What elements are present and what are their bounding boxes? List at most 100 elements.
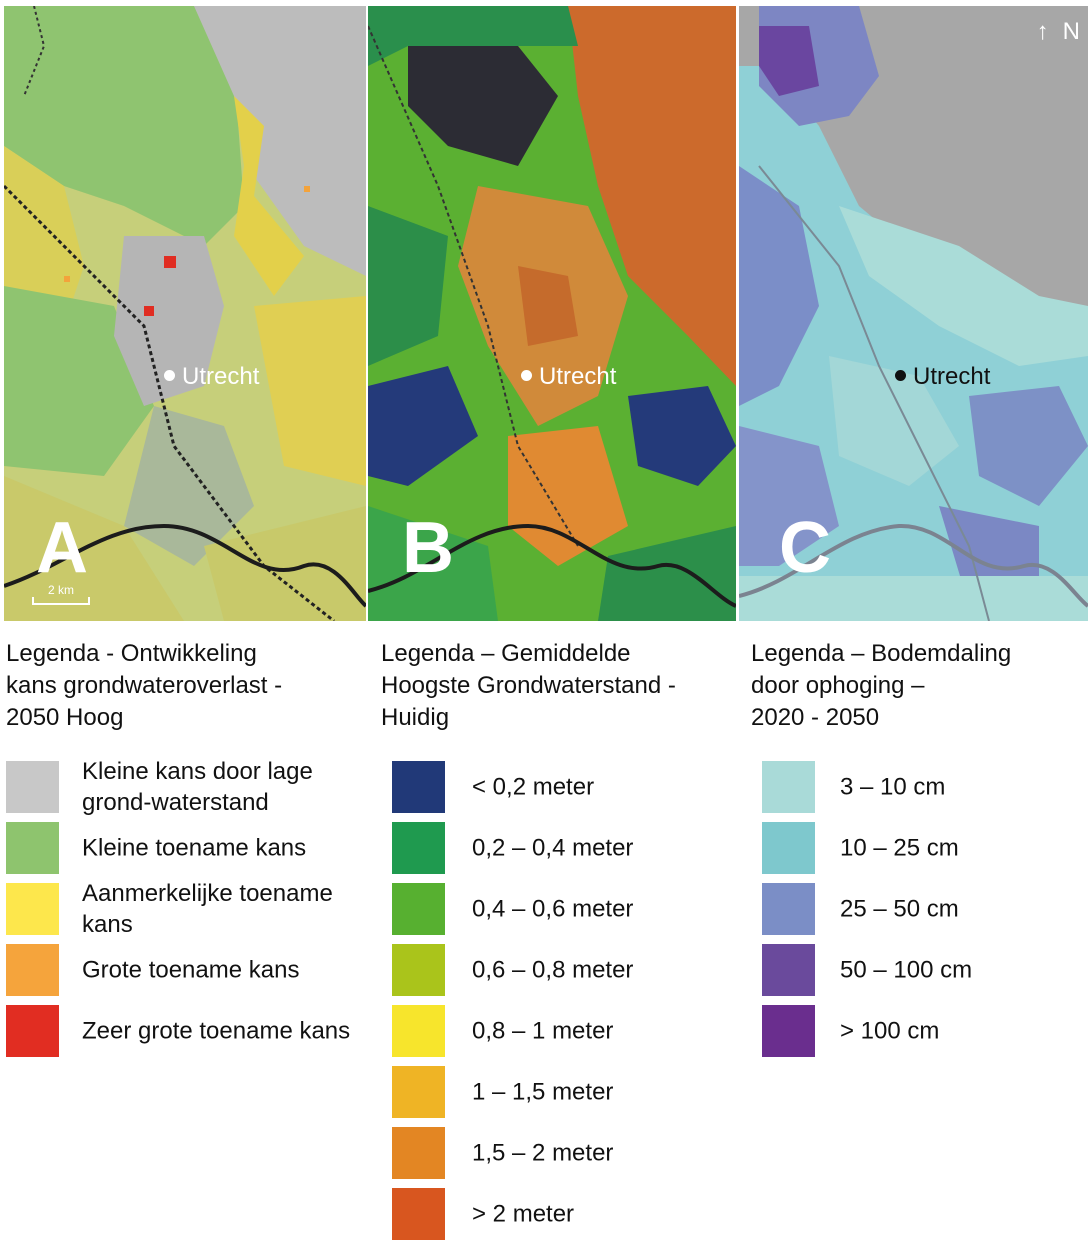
legend-item: Kleine toename kans bbox=[6, 822, 376, 874]
legend-item: 0,6 – 0,8 meter bbox=[381, 944, 731, 996]
city-label: Utrecht bbox=[913, 363, 991, 390]
legend-title-line: 2020 - 2050 bbox=[751, 704, 880, 731]
legend-item: 1,5 – 2 meter bbox=[381, 1127, 731, 1179]
map-panel-c: ↑ N C Utrecht bbox=[739, 6, 1088, 621]
legend-title-line: kans grondwateroverlast - bbox=[6, 672, 283, 699]
legend-swatch bbox=[6, 822, 59, 874]
legend-item-label: 0,6 – 0,8 meter bbox=[472, 956, 634, 984]
legend-swatch bbox=[762, 761, 815, 813]
legend-title-line: Legenda – Gemiddelde bbox=[381, 640, 631, 667]
map-c-graphic bbox=[739, 6, 1088, 621]
north-arrow-icon: ↑ bbox=[1036, 18, 1049, 45]
legend-item-label: 50 – 100 cm bbox=[840, 956, 973, 984]
city-dot-icon bbox=[521, 370, 532, 381]
legend-item-label: Grote toename kans bbox=[82, 955, 299, 986]
legend-title-line: Hoogste Grondwaterstand - bbox=[381, 672, 676, 699]
legend-swatch bbox=[762, 944, 815, 996]
legend-b-title: Legenda – Gemiddelde Hoogste Grondwaters… bbox=[381, 638, 731, 734]
legend-swatch bbox=[762, 883, 815, 935]
legend-swatch bbox=[392, 822, 445, 874]
panel-letter-a: A bbox=[36, 508, 88, 588]
legend-item: < 0,2 meter bbox=[381, 761, 731, 813]
legend-swatch bbox=[762, 822, 815, 874]
legend-item-label: Aanmerkelijke toename kans bbox=[82, 878, 333, 940]
city-dot-icon bbox=[164, 370, 175, 381]
legend-item: Aanmerkelijke toename kans bbox=[6, 880, 376, 938]
legend-item: 3 – 10 cm bbox=[751, 761, 1081, 813]
legend-c: Legenda – Bodemdaling door ophoging – 20… bbox=[751, 638, 1081, 1057]
legend-c-title: Legenda – Bodemdaling door ophoging – 20… bbox=[751, 638, 1081, 734]
panel-letter-c: C bbox=[779, 508, 831, 588]
legend-swatch bbox=[392, 1005, 445, 1057]
legend-swatch bbox=[762, 1005, 815, 1057]
legend-item-label: < 0,2 meter bbox=[472, 773, 595, 801]
legend-item-label: 25 – 50 cm bbox=[840, 895, 959, 923]
legend-swatch bbox=[392, 1188, 445, 1240]
legend-item-label: 3 – 10 cm bbox=[840, 773, 946, 801]
legend-item: 1 – 1,5 meter bbox=[381, 1066, 731, 1118]
legend-item-label: > 100 cm bbox=[840, 1017, 940, 1045]
legend-swatch bbox=[392, 1127, 445, 1179]
legend-label-line: Zeer grote toename kans bbox=[82, 1017, 351, 1045]
map-panel-a: A Utrecht 2 km bbox=[4, 6, 366, 621]
legend-label-line: grond-waterstand bbox=[82, 789, 269, 816]
legend-swatch bbox=[392, 1066, 445, 1118]
legend-item: > 100 cm bbox=[751, 1005, 1081, 1057]
legend-item-label: Kleine kans door lage grond-waterstand bbox=[82, 756, 313, 818]
scale-bar: 2 km bbox=[32, 583, 90, 605]
legend-swatch bbox=[6, 883, 59, 935]
city-label: Utrecht bbox=[182, 363, 260, 390]
legend-label-line: kans bbox=[82, 911, 133, 938]
legend-item-label: 0,4 – 0,6 meter bbox=[472, 895, 634, 923]
legend-title-line: door ophoging – bbox=[751, 672, 925, 699]
legend-item: 0,4 – 0,6 meter bbox=[381, 883, 731, 935]
legend-a: Legenda - Ontwikkeling kans grondwaterov… bbox=[6, 638, 376, 1057]
map-a-graphic bbox=[4, 6, 366, 621]
legend-item-label: Zeer grote toename kans bbox=[82, 1016, 350, 1047]
legend-b: Legenda – Gemiddelde Hoogste Grondwaters… bbox=[381, 638, 731, 1240]
scale-bar-label: 2 km bbox=[47, 583, 74, 597]
legend-title-line: Legenda – Bodemdaling bbox=[751, 640, 1012, 667]
legend-item-label: 10 – 25 cm bbox=[840, 834, 959, 862]
legend-item-label: Kleine toename kans bbox=[82, 833, 306, 864]
legend-item-label: 1 – 1,5 meter bbox=[472, 1078, 614, 1106]
scale-bar-line bbox=[32, 597, 90, 605]
legend-label-line: Kleine kans door lage bbox=[82, 758, 313, 785]
legend-label-line: Kleine toename kans bbox=[82, 834, 307, 862]
map-panel-b: B Utrecht bbox=[368, 6, 736, 621]
legend-swatch bbox=[6, 761, 59, 813]
north-label: N bbox=[1062, 18, 1080, 45]
legend-item-label: 1,5 – 2 meter bbox=[472, 1139, 614, 1167]
legend-item: > 2 meter bbox=[381, 1188, 731, 1240]
legend-item: Grote toename kans bbox=[6, 944, 376, 996]
city-marker-utrecht: Utrecht bbox=[895, 365, 990, 389]
legend-item: Zeer grote toename kans bbox=[6, 1005, 376, 1057]
legend-swatch bbox=[392, 761, 445, 813]
legend-label-line: Grote toename kans bbox=[82, 956, 300, 984]
city-marker-utrecht: Utrecht bbox=[164, 365, 259, 389]
legend-title-line: 2050 Hoog bbox=[6, 704, 124, 731]
north-arrow: ↑ N bbox=[1037, 20, 1080, 44]
legend-a-title: Legenda - Ontwikkeling kans grondwaterov… bbox=[6, 638, 376, 734]
legend-swatch bbox=[6, 1005, 59, 1057]
map-b-graphic bbox=[368, 6, 736, 621]
legend-swatch bbox=[392, 883, 445, 935]
legend-item: Kleine kans door lage grond-waterstand bbox=[6, 758, 376, 816]
legend-label-line: Aanmerkelijke toename bbox=[82, 880, 333, 907]
city-marker-utrecht: Utrecht bbox=[521, 365, 616, 389]
legend-item-label: > 2 meter bbox=[472, 1200, 575, 1228]
legend-swatch bbox=[6, 944, 59, 996]
legend-item: 10 – 25 cm bbox=[751, 822, 1081, 874]
legend-swatch bbox=[392, 944, 445, 996]
city-label: Utrecht bbox=[539, 363, 617, 390]
legend-title-line: Legenda - Ontwikkeling bbox=[6, 640, 257, 667]
city-dot-icon bbox=[895, 370, 906, 381]
panel-letter-b: B bbox=[402, 508, 454, 588]
legend-item: 25 – 50 cm bbox=[751, 883, 1081, 935]
legend-title-line: Huidig bbox=[381, 704, 450, 731]
legend-item-label: 0,8 – 1 meter bbox=[472, 1017, 614, 1045]
legend-item: 0,2 – 0,4 meter bbox=[381, 822, 731, 874]
legend-item-label: 0,2 – 0,4 meter bbox=[472, 834, 634, 862]
legend-item: 50 – 100 cm bbox=[751, 944, 1081, 996]
legend-item: 0,8 – 1 meter bbox=[381, 1005, 731, 1057]
